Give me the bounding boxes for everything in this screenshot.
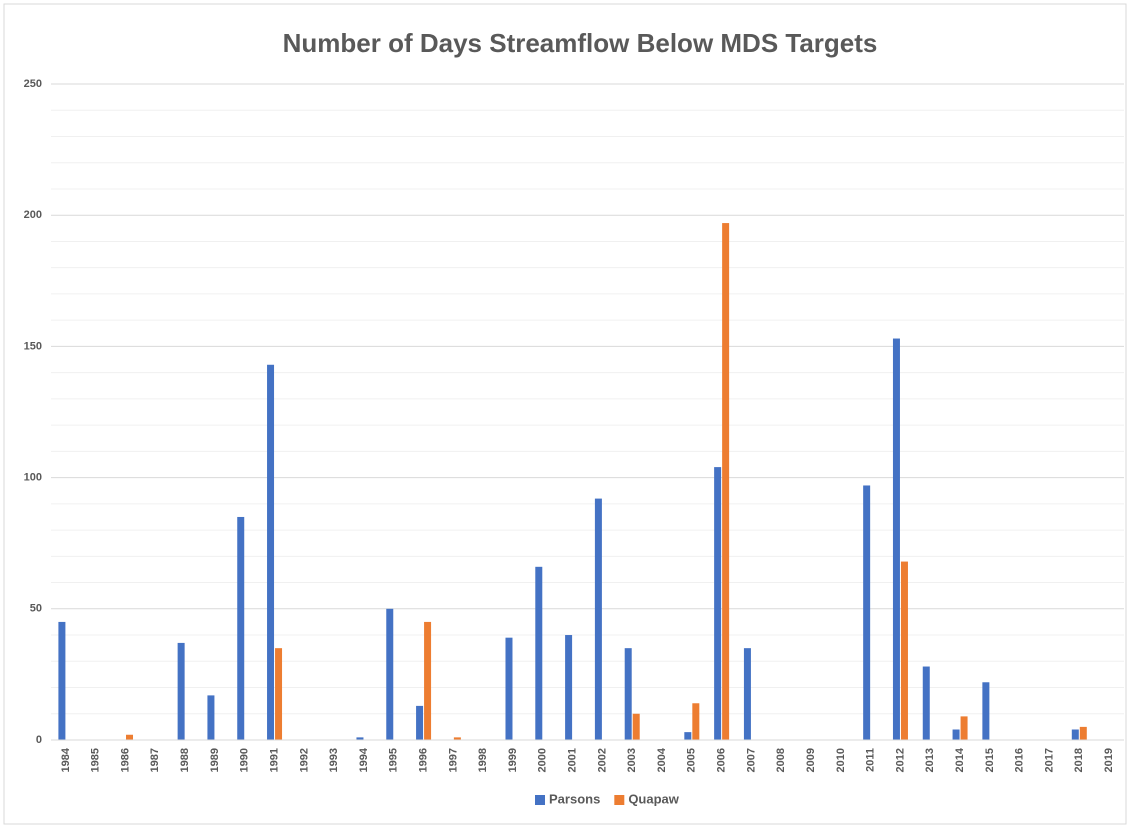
x-tick-label: 1985	[90, 748, 102, 772]
bar	[535, 566, 543, 740]
x-tick-label: 1992	[298, 748, 310, 772]
x-tick-label: 2009	[805, 748, 817, 772]
x-tick-label: 1999	[507, 748, 519, 772]
x-tick-label: 2015	[984, 748, 996, 772]
chart-title: Number of Days Streamflow Below MDS Targ…	[283, 28, 878, 58]
bar	[960, 716, 968, 740]
bar	[565, 635, 573, 740]
bar	[632, 713, 640, 740]
bar	[237, 516, 245, 740]
bar	[453, 737, 461, 740]
x-tick-label: 1998	[477, 748, 489, 772]
x-tick-label: 2000	[537, 748, 549, 772]
bar	[684, 732, 692, 740]
x-tick-label: 2017	[1043, 748, 1055, 772]
legend-label: Parsons	[549, 791, 600, 806]
x-tick-label: 2016	[1014, 748, 1026, 772]
x-tick-label: 2011	[865, 748, 877, 772]
bar	[356, 737, 364, 740]
bar	[1071, 729, 1079, 740]
bar	[922, 666, 930, 740]
bar	[714, 467, 722, 740]
x-tick-label: 2013	[924, 748, 936, 772]
bar	[952, 729, 960, 740]
x-tick-label: 1986	[119, 748, 131, 772]
bar	[416, 705, 424, 740]
x-tick-label: 2019	[1103, 748, 1115, 772]
bar	[594, 498, 602, 740]
x-tick-label: 2001	[567, 748, 579, 772]
bar	[58, 621, 66, 740]
x-tick-label: 1987	[149, 748, 161, 772]
bar	[126, 734, 134, 740]
y-tick-label: 150	[24, 340, 42, 352]
x-tick-label: 2014	[954, 747, 966, 772]
x-tick-label: 1996	[417, 748, 429, 772]
x-tick-label: 2002	[596, 748, 608, 772]
bar	[1079, 726, 1087, 740]
x-tick-label: 1994	[358, 747, 370, 772]
y-tick-label: 50	[30, 603, 42, 615]
x-tick-label: 1988	[179, 748, 191, 772]
bar	[386, 608, 394, 740]
bar	[275, 648, 283, 740]
bar	[207, 695, 215, 740]
x-tick-label: 2004	[656, 747, 668, 772]
bar	[505, 637, 513, 740]
legend-label: Quapaw	[628, 791, 679, 806]
bar	[177, 642, 185, 740]
bar	[900, 561, 908, 740]
chart-border	[3, 3, 1127, 825]
x-tick-label: 1984	[60, 747, 72, 772]
bar	[267, 364, 275, 740]
bar	[982, 682, 990, 740]
x-tick-label: 2003	[626, 748, 638, 772]
x-tick-label: 2018	[1073, 748, 1085, 772]
x-tick-label: 1997	[447, 748, 459, 772]
bar	[743, 648, 751, 740]
bar	[863, 485, 871, 740]
x-tick-label: 1993	[328, 748, 340, 772]
x-tick-label: 1989	[209, 748, 221, 772]
x-tick-label: 1991	[268, 748, 280, 772]
x-tick-label: 2005	[686, 748, 698, 772]
bar	[722, 223, 730, 740]
bar	[692, 703, 700, 740]
bar	[892, 338, 900, 740]
x-tick-label: 1995	[388, 748, 400, 772]
legend-swatch	[614, 795, 625, 805]
x-tick-label: 1990	[239, 748, 251, 772]
y-tick-label: 100	[24, 472, 42, 484]
y-tick-label: 250	[24, 78, 42, 90]
x-tick-label: 2012	[894, 748, 906, 772]
x-tick-label: 2007	[745, 748, 757, 772]
legend-swatch	[535, 795, 545, 805]
y-tick-label: 0	[36, 734, 42, 746]
y-tick-label: 200	[24, 209, 42, 221]
bar	[624, 648, 632, 740]
bar	[424, 621, 432, 740]
x-tick-label: 2006	[716, 748, 728, 772]
x-tick-label: 2008	[775, 748, 787, 772]
x-tick-label: 2010	[835, 748, 847, 772]
